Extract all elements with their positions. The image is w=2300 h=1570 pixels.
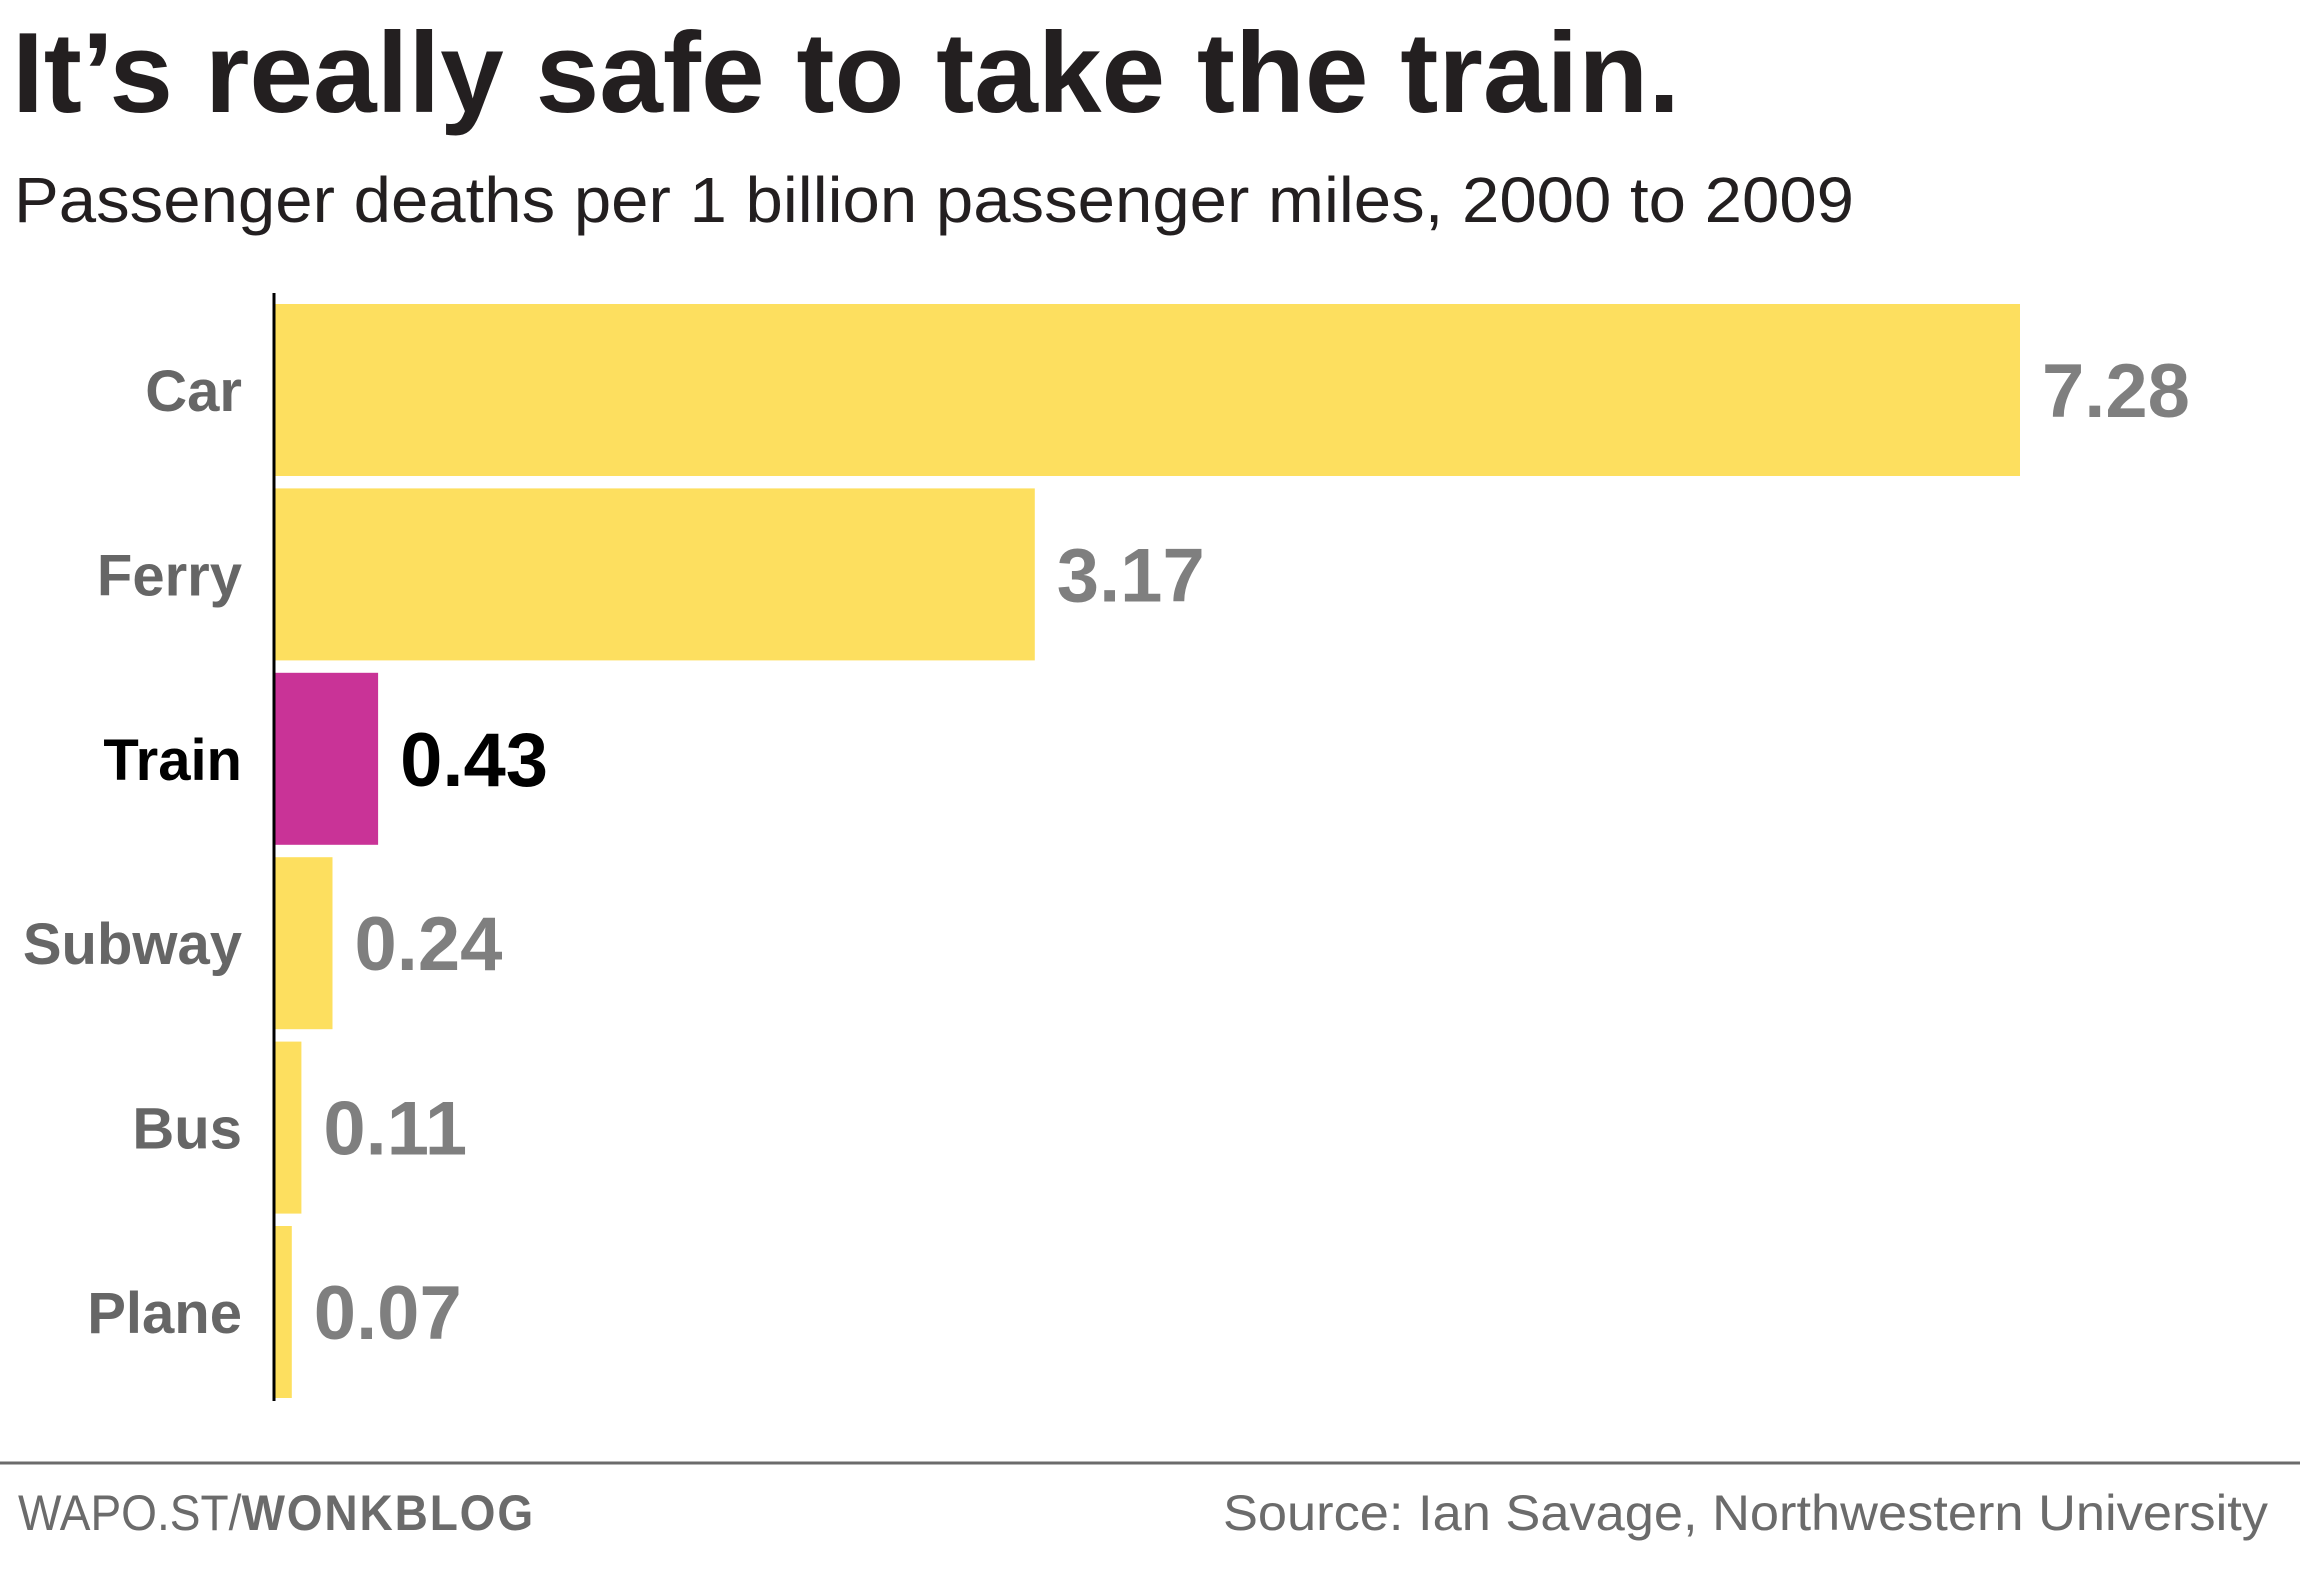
category-label-car: Car (145, 359, 242, 424)
category-label-ferry: Ferry (97, 543, 242, 608)
category-label-train: Train (103, 728, 242, 793)
bar-bus (275, 1041, 302, 1214)
value-label-plane: 0.07 (314, 1271, 462, 1356)
value-label-ferry: 3.17 (1057, 533, 1205, 618)
footer-credit-brand: WONKBLOG (241, 1485, 535, 1541)
category-label-plane: Plane (87, 1281, 242, 1346)
chart-subtitle: Passenger deaths per 1 billion passenger… (14, 164, 1854, 236)
value-labels-group: 7.28 3.17 0.43 0.24 0.11 0.07 (314, 349, 2190, 1356)
bar-plane (275, 1226, 292, 1398)
value-label-bus: 0.11 (323, 1087, 467, 1172)
chart-title: It’s really safe to take the train. (12, 10, 1680, 137)
value-label-train: 0.43 (400, 718, 548, 803)
bar-ferry (275, 488, 1035, 661)
category-label-bus: Bus (132, 1097, 242, 1162)
value-label-subway: 0.24 (355, 902, 503, 987)
bar-car (275, 304, 2020, 476)
footer-credit[interactable]: WAPO.ST/WONKBLOG (18, 1485, 535, 1541)
value-label-car: 7.28 (2042, 349, 2190, 434)
footer-source: Source: Ian Savage, Northwestern Univers… (1223, 1485, 2268, 1541)
category-labels-group: Car Ferry Train Subway Bus Plane (23, 359, 242, 1346)
bars-group (275, 304, 2020, 1398)
bar-train (275, 672, 379, 845)
bar-subway (275, 857, 333, 1030)
category-label-subway: Subway (23, 912, 242, 977)
footer-credit-prefix: WAPO.ST/ (18, 1485, 242, 1541)
